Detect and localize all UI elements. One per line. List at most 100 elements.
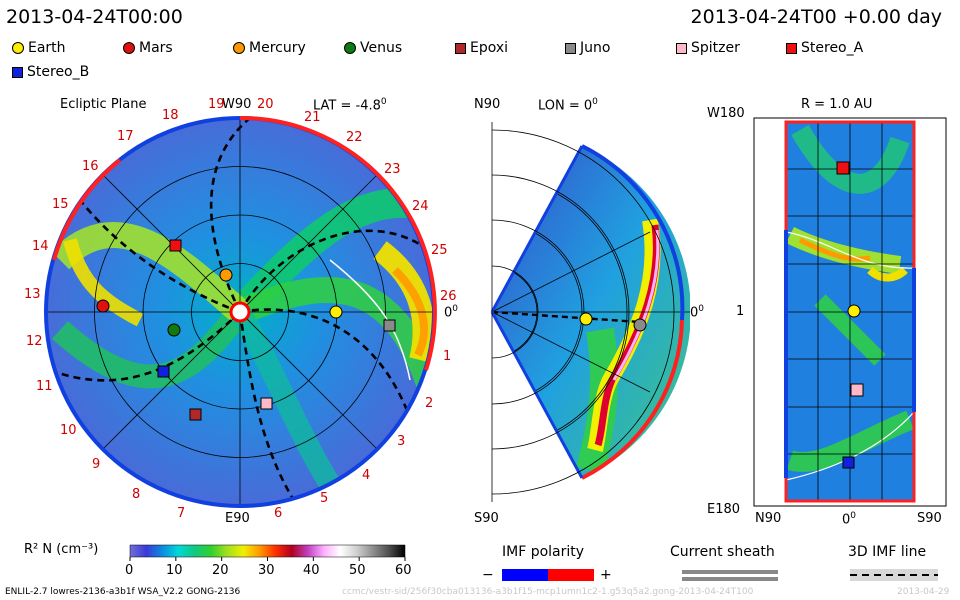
marker-stereo-a-sphere xyxy=(836,161,850,175)
run-watermark: ccmc/vestr-sid/256f30cba013136-a3b1f15-m… xyxy=(342,587,754,597)
sector-label: 8 xyxy=(132,487,141,502)
marker-spitzer-sphere xyxy=(850,383,864,397)
legend-item-stereo-a: Stereo_A xyxy=(786,40,863,56)
circle-marker-icon xyxy=(12,42,24,54)
colorbar-tick-label: 10 xyxy=(166,563,183,578)
marker-spitzer-ecliptic xyxy=(260,397,273,410)
sphere-r-label: R = 1.0 AU xyxy=(801,97,873,112)
sector-label: 4 xyxy=(362,468,371,483)
ecliptic-polarity-positive-arc xyxy=(52,158,122,261)
imf-polarity-label: IMF polarity xyxy=(502,544,585,560)
colorbar-ticks xyxy=(129,557,406,561)
legend-label: Stereo_A xyxy=(801,40,864,56)
meridional-edge xyxy=(490,311,584,479)
sector-label: 1 xyxy=(443,349,452,364)
ecliptic-right-label: 00 xyxy=(444,304,459,320)
sector-label: 22 xyxy=(346,130,363,145)
imf-line-label: 3D IMF line xyxy=(848,544,927,560)
ecliptic-title: Ecliptic Plane xyxy=(60,97,147,112)
legend-item-juno: Juno xyxy=(565,40,610,56)
degree-mark: 0 xyxy=(698,304,705,314)
sector-label: 9 xyxy=(92,457,101,472)
zero-text: 0 xyxy=(842,512,851,528)
meridional-polarity-arc xyxy=(581,319,684,480)
legend-label: Venus xyxy=(360,40,403,56)
sector-label: 17 xyxy=(117,129,134,144)
degree-mark: 0 xyxy=(452,304,459,314)
sphere-grid xyxy=(786,122,914,501)
imf-polarity-plus: + xyxy=(600,567,612,583)
meridional-bottom-label: S90 xyxy=(474,511,499,526)
marker-epoxi-ecliptic xyxy=(189,408,202,421)
sector-label: 16 xyxy=(82,159,99,174)
legend-item-mercury: Mercury xyxy=(233,40,306,56)
sector-label: 6 xyxy=(274,506,283,521)
sphere-top-left-label: W180 xyxy=(707,106,745,121)
sector-label: 11 xyxy=(36,379,53,394)
sphere-x-label-n90: N90 xyxy=(755,511,782,526)
legend-item-epoxi: Epoxi xyxy=(455,40,508,56)
sector-label: 12 xyxy=(26,334,43,349)
legend-item-venus: Venus xyxy=(344,40,402,56)
body-markers xyxy=(96,161,864,469)
colorbar-tick-label: 40 xyxy=(303,563,320,578)
legend-label: Epoxi xyxy=(470,40,509,56)
meridional-outer-arcs xyxy=(491,122,675,502)
colorbar-tick-label: 20 xyxy=(212,563,229,578)
sphere-x-label-s90: S90 xyxy=(917,511,942,526)
degree-mark: 0 xyxy=(592,97,598,107)
model-info: ENLIL-2.7 lowres-2136-a3b1f WSA_V2.2 GON… xyxy=(5,587,241,597)
colorbar-tick-label: 30 xyxy=(258,563,275,578)
marker-juno-meridional xyxy=(633,318,647,332)
sector-label: 7 xyxy=(177,506,186,521)
density-spiral-arms xyxy=(50,187,434,506)
sector-label: 3 xyxy=(397,434,406,449)
sector-label: 13 xyxy=(24,287,41,302)
square-marker-icon xyxy=(455,42,466,54)
ecliptic-polarity-positive-arc xyxy=(239,115,437,371)
meridional-lon-label: LON = 00 xyxy=(538,97,598,113)
ecliptic-top-label: W90 xyxy=(222,97,252,112)
legend-item-mars: Mars xyxy=(123,40,173,56)
legend-label: Earth xyxy=(28,40,66,56)
marker-juno-ecliptic xyxy=(383,319,396,332)
sector-label: 23 xyxy=(384,162,401,177)
square-marker-icon xyxy=(12,66,23,78)
sector-label: 19 xyxy=(208,97,225,112)
datetime-right: 2013-04-24T00 +0.00 day xyxy=(690,6,942,28)
degree-mark: 0 xyxy=(850,511,857,521)
sun-icon xyxy=(229,301,251,323)
run-date: 2013-04-29 xyxy=(897,587,950,597)
sector-label: 2 xyxy=(425,396,434,411)
meridional-top-label: N90 xyxy=(474,97,501,112)
sphere-current-sheet xyxy=(786,231,914,269)
marker-earth-meridional xyxy=(579,312,593,326)
sector-label: 21 xyxy=(304,110,321,125)
legend-label: Juno xyxy=(580,40,611,56)
colorbar xyxy=(129,544,406,558)
marker-mars-ecliptic xyxy=(96,299,110,313)
datetime-left: 2013-04-24T00:00 xyxy=(6,6,183,28)
marker-stereo-a-ecliptic xyxy=(169,239,182,252)
marker-mercury-ecliptic xyxy=(219,268,233,282)
meridional-density xyxy=(576,218,661,474)
imf-line-swatch xyxy=(850,569,938,581)
imf-polarity-minus: − xyxy=(482,567,494,583)
sphere-bottom-left-label: E180 xyxy=(707,502,741,517)
sphere-x-label-zero: 00 xyxy=(842,511,857,528)
marker-stereo-b-ecliptic xyxy=(157,365,170,378)
sphere-frame xyxy=(753,117,947,507)
sphere-mid-left-label: 1 xyxy=(736,304,745,319)
sector-label: 5 xyxy=(320,491,329,506)
meridional-edge xyxy=(490,145,584,313)
meridional-grid xyxy=(492,176,690,448)
meridional-right-label: 00 xyxy=(690,304,705,320)
degree-mark: 0 xyxy=(380,97,387,107)
imf-polarity-negative-swatch xyxy=(502,569,548,581)
legend-label: Stereo_B xyxy=(27,64,90,80)
legend-label: Mars xyxy=(139,40,173,56)
sector-label: 15 xyxy=(52,197,69,212)
lat-text: LAT = -4.8 xyxy=(313,98,381,114)
legend-label: Mercury xyxy=(249,40,306,56)
